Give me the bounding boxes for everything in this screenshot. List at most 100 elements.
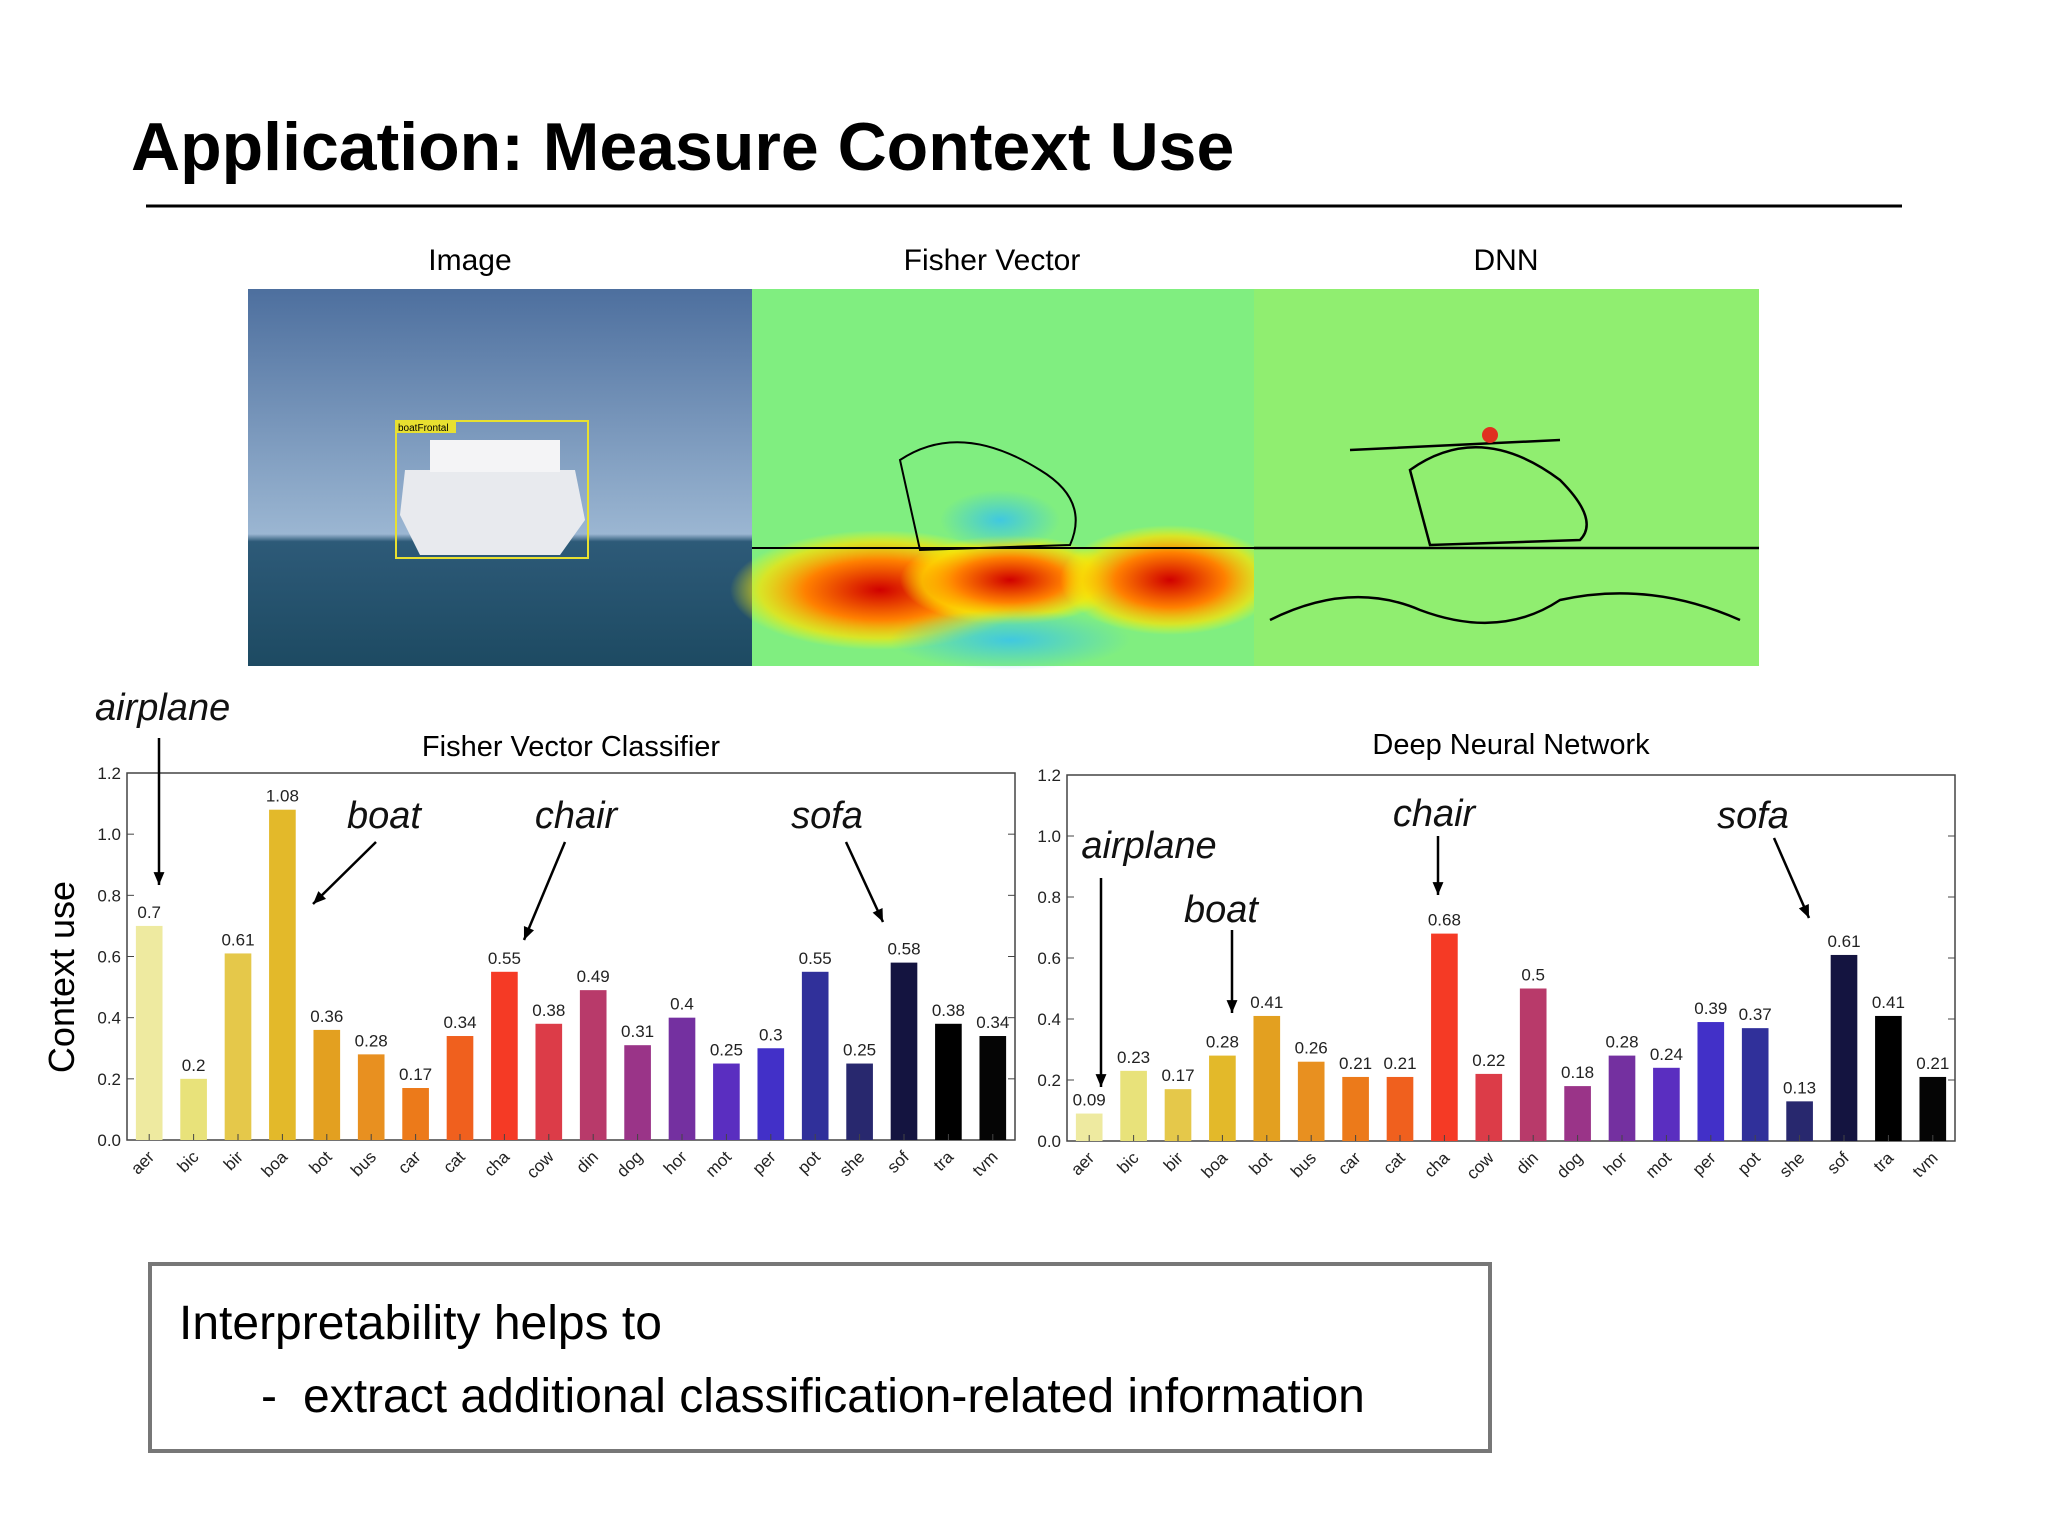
- value-label: 0.36: [310, 1007, 343, 1026]
- annotation: sofa: [1717, 795, 1789, 837]
- y-tick-label: 0.4: [1037, 1010, 1061, 1029]
- value-label: 0.18: [1561, 1063, 1594, 1082]
- value-label: 0.68: [1428, 911, 1461, 930]
- bar: [269, 809, 296, 1140]
- value-label: 0.28: [1206, 1033, 1239, 1052]
- value-label: 0.31: [621, 1022, 654, 1041]
- value-label: 0.38: [532, 1001, 565, 1020]
- bar: [1297, 1061, 1325, 1141]
- bar: [1653, 1067, 1680, 1141]
- image-label: Image: [428, 244, 511, 277]
- arrow-head: [1798, 904, 1809, 918]
- bar: [1431, 933, 1458, 1141]
- photo: boatFrontal: [248, 289, 752, 666]
- y-tick-label: 1.2: [1037, 766, 1061, 785]
- x-tick-label: aer: [1067, 1148, 1098, 1179]
- bar: [668, 1017, 696, 1140]
- x-tick-label: she: [836, 1147, 869, 1180]
- bar: [757, 1048, 785, 1140]
- summary-text: extract additional classification-relate…: [303, 1370, 1365, 1423]
- dnn-heatmap: [1254, 289, 1759, 666]
- bar: [135, 925, 163, 1140]
- annotation: boat: [347, 795, 422, 837]
- value-label: 0.39: [1694, 999, 1727, 1018]
- x-tick-label: aer: [127, 1147, 158, 1178]
- x-tick-label: cow: [1463, 1148, 1498, 1183]
- annotation: chair: [1393, 793, 1477, 835]
- annotation: boat: [1184, 889, 1259, 931]
- value-label: 0.61: [1827, 932, 1860, 951]
- value-label: 0.34: [443, 1013, 476, 1032]
- annotation: airplane: [1081, 825, 1216, 867]
- value-label: 0.61: [221, 930, 254, 949]
- y-tick-label: 0.4: [97, 1009, 121, 1028]
- bar: [1519, 988, 1547, 1141]
- bar: [180, 1078, 207, 1140]
- x-tick-label: tvm: [1909, 1148, 1942, 1181]
- y-tick-label: 0.8: [97, 886, 121, 905]
- value-label: 0.58: [887, 940, 920, 959]
- x-tick-label: mot: [1642, 1148, 1676, 1182]
- annotation-arrow: [522, 841, 567, 941]
- value-label: 0.17: [399, 1065, 432, 1084]
- bar: [890, 962, 918, 1140]
- bar: [491, 971, 518, 1140]
- y-tick-label: 0.0: [1037, 1132, 1061, 1151]
- x-tick-label: bir: [1160, 1148, 1187, 1175]
- y-tick-label: 0.6: [1037, 949, 1061, 968]
- x-tick-label: pot: [794, 1147, 824, 1177]
- value-label: 0.21: [1339, 1054, 1372, 1073]
- x-tick-label: dog: [613, 1147, 646, 1180]
- arrow-head: [1432, 882, 1444, 895]
- value-label: 0.25: [843, 1041, 876, 1060]
- value-label: 0.55: [488, 949, 521, 968]
- x-tick-label: per: [1689, 1148, 1720, 1179]
- value-label: 0.38: [932, 1001, 965, 1020]
- x-tick-label: tra: [1870, 1148, 1898, 1176]
- x-tick-label: cat: [439, 1147, 469, 1177]
- annotation-arrow: [1772, 837, 1811, 919]
- bar: [801, 971, 829, 1140]
- bar: [1475, 1073, 1503, 1141]
- bar: [313, 1029, 341, 1140]
- y-tick-label: 1.0: [1037, 827, 1061, 846]
- value-label: 0.21: [1916, 1054, 1949, 1073]
- bar: [402, 1088, 429, 1140]
- y-tick-label: 0.0: [97, 1131, 121, 1150]
- bar: [1875, 1015, 1902, 1141]
- x-tick-label: dog: [1553, 1148, 1586, 1181]
- bar: [535, 1023, 563, 1140]
- x-tick-label: pot: [1734, 1148, 1764, 1178]
- annotation-arrow: [312, 841, 377, 905]
- x-tick-label: bic: [174, 1147, 203, 1176]
- bar: [1697, 1022, 1725, 1141]
- summary-box: [148, 1262, 1492, 1453]
- value-label: 0.24: [1650, 1045, 1683, 1064]
- x-tick-label: cha: [480, 1147, 513, 1180]
- value-label: 0.25: [710, 1041, 743, 1060]
- x-tick-label: boa: [258, 1147, 292, 1181]
- value-label: 1.08: [266, 787, 299, 806]
- bullet: -: [261, 1370, 277, 1423]
- bar: [1919, 1076, 1947, 1141]
- x-tick-label: cat: [1379, 1148, 1409, 1178]
- annotation: airplane: [95, 687, 230, 729]
- value-label: 0.13: [1783, 1078, 1816, 1097]
- x-tick-label: bus: [1287, 1148, 1320, 1181]
- x-tick-label: sof: [883, 1147, 913, 1177]
- detection-label: boatFrontal: [398, 423, 449, 434]
- summary-text: Interpretability helps to: [179, 1297, 662, 1350]
- x-tick-label: din: [1513, 1148, 1542, 1177]
- y-tick-label: 0.8: [1037, 888, 1061, 907]
- value-label: 0.41: [1872, 993, 1905, 1012]
- annotation: chair: [535, 795, 619, 837]
- x-tick-label: mot: [702, 1147, 736, 1181]
- value-label: 0.5: [1521, 966, 1545, 985]
- bar: [624, 1045, 651, 1140]
- annotation-arrow: [844, 841, 885, 923]
- x-tick-label: bus: [347, 1147, 380, 1180]
- value-label: 0.2: [182, 1056, 206, 1075]
- y-axis-label: Context use: [41, 881, 82, 1073]
- arrow-head: [1226, 1000, 1238, 1013]
